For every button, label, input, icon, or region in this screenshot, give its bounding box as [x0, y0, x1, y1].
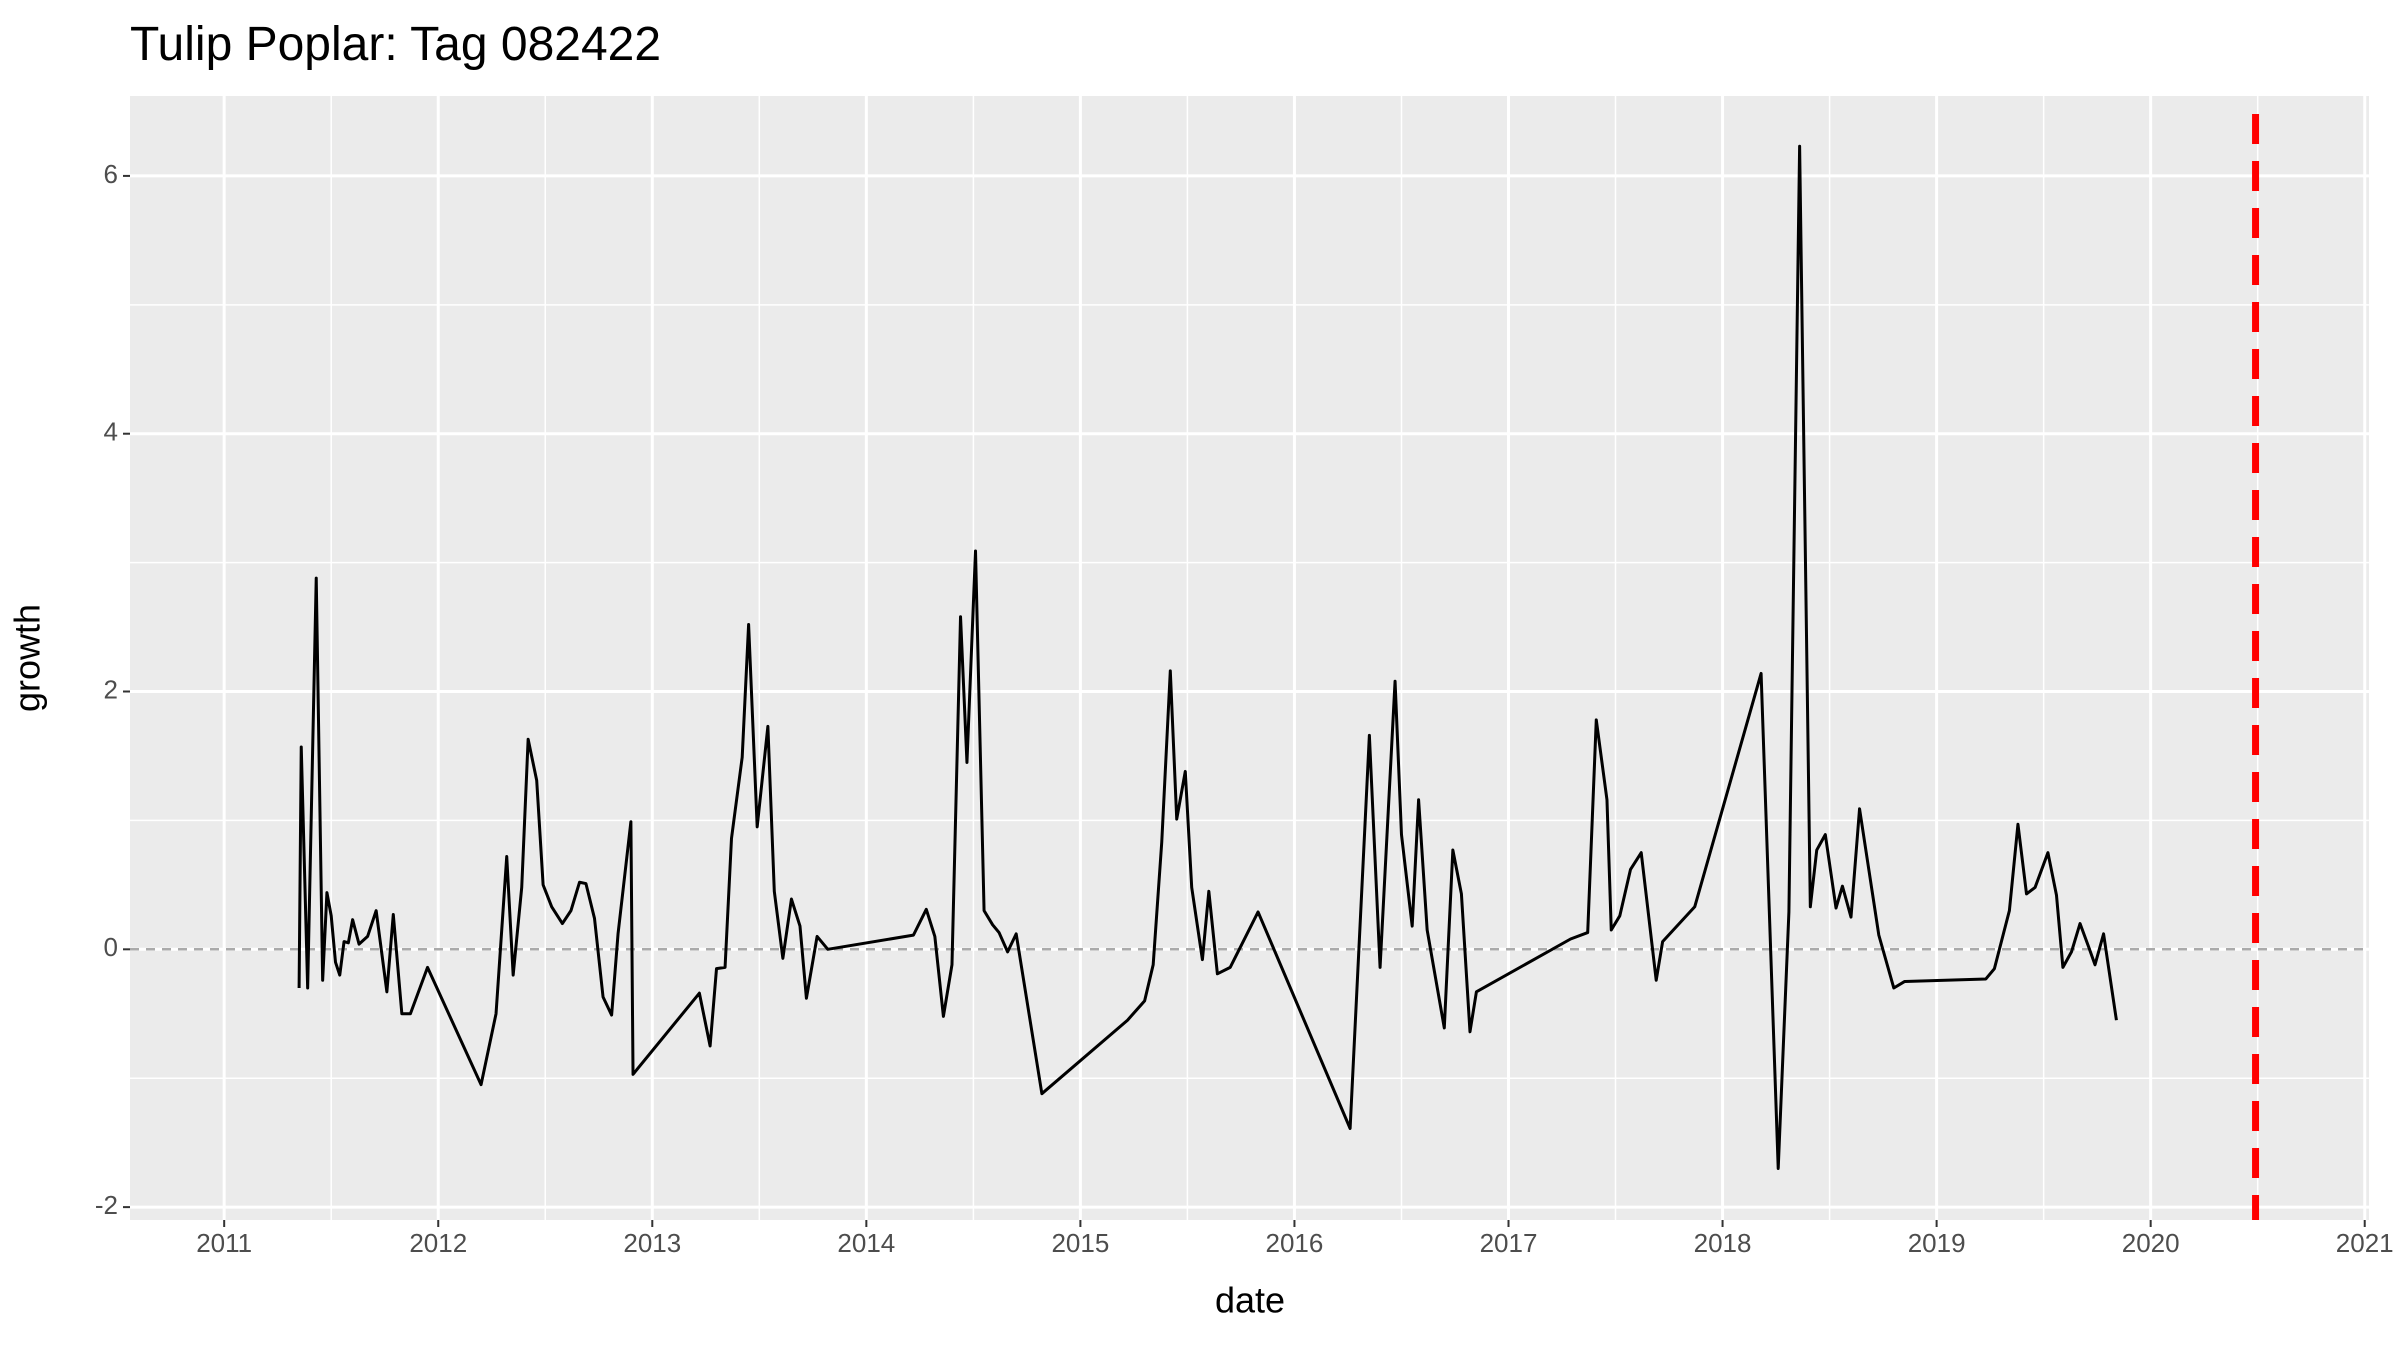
x-axis-label: date	[1215, 1280, 1285, 1321]
y-axis-label: growth	[7, 604, 48, 712]
y-tick-label: 0	[104, 932, 118, 962]
data-line	[297, 144, 2118, 1170]
x-tick-label: 2019	[1908, 1228, 1966, 1258]
plot-panel	[130, 96, 2369, 1220]
x-tick-label: 2016	[1266, 1228, 1324, 1258]
x-tick-label: 2021	[2336, 1228, 2394, 1258]
y-tick-label: 6	[104, 159, 118, 189]
chart-title: Tulip Poplar: Tag 082422	[130, 18, 661, 71]
y-tick-label: 4	[104, 417, 118, 447]
x-tick-label: 2015	[1051, 1228, 1109, 1258]
x-tick-label: 2011	[196, 1228, 252, 1258]
x-tick-label: 2013	[623, 1228, 681, 1258]
x-tick-label: 2014	[837, 1228, 895, 1258]
y-tick-label: 2	[104, 674, 118, 704]
y-tick-label: -2	[95, 1190, 118, 1220]
x-tick-label: 2017	[1480, 1228, 1538, 1258]
x-tick-label: 2020	[2122, 1228, 2180, 1258]
x-tick-label: 2012	[409, 1228, 467, 1258]
x-tick-label: 2018	[1694, 1228, 1752, 1258]
